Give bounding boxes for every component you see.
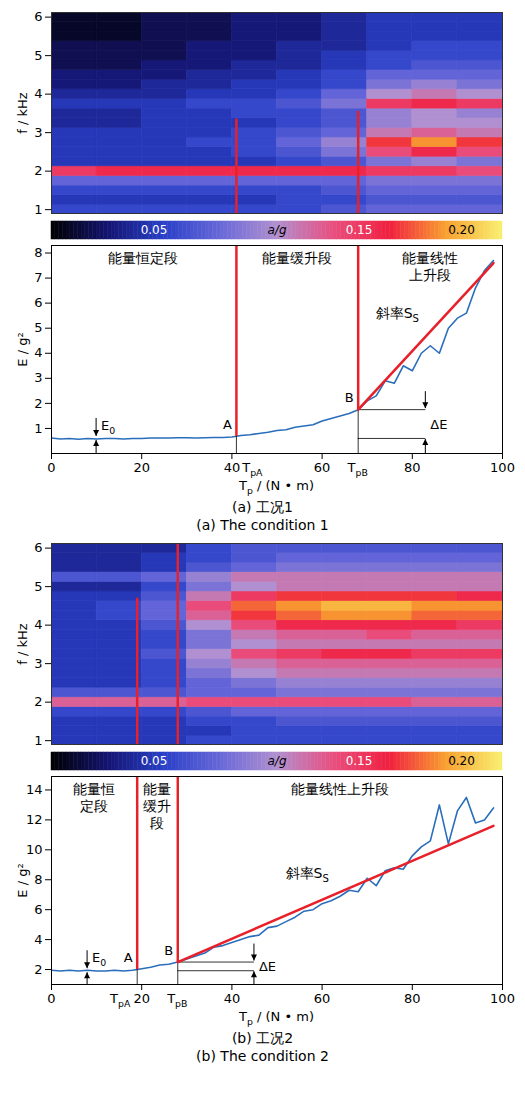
svg-text:斜率SS: 斜率SS <box>286 865 329 884</box>
svg-text:100: 100 <box>490 991 515 1006</box>
svg-text:6: 6 <box>34 902 42 917</box>
svg-text:0.15: 0.15 <box>346 223 373 237</box>
svg-text:60: 60 <box>314 460 331 475</box>
html-text:(a) The condition 1: (a) The condition 1 <box>196 517 329 533</box>
svg-text:80: 80 <box>404 991 421 1006</box>
svg-text:E / g²: E / g² <box>15 863 30 897</box>
svg-text:0.15: 0.15 <box>346 754 373 768</box>
svg-text:4: 4 <box>34 86 42 101</box>
svg-text:能量恒定段: 能量恒定段 <box>108 250 178 266</box>
svg-text:10: 10 <box>26 842 43 857</box>
svg-text:a/g: a/g <box>267 754 286 768</box>
svg-text:0.20: 0.20 <box>448 754 475 768</box>
svg-text:5: 5 <box>34 579 42 594</box>
svg-text:B: B <box>345 390 354 405</box>
svg-text:40: 40 <box>224 991 241 1006</box>
svg-text:12: 12 <box>26 812 43 827</box>
svg-text:斜率SS: 斜率SS <box>376 305 419 324</box>
svg-text:Tp / (N • m): Tp / (N • m) <box>238 1009 314 1027</box>
svg-text:3: 3 <box>34 656 42 671</box>
svg-text:0.20: 0.20 <box>448 223 475 237</box>
svg-text:ΔE: ΔE <box>430 417 447 432</box>
svg-text:3: 3 <box>34 370 42 385</box>
svg-text:能量线性上升段: 能量线性上升段 <box>291 781 389 797</box>
svg-text:4: 4 <box>34 932 42 947</box>
svg-text:能量缓升段: 能量缓升段 <box>262 250 332 266</box>
svg-text:100: 100 <box>490 460 515 475</box>
svg-text:0: 0 <box>47 991 55 1006</box>
svg-text:TpA: TpA <box>241 460 263 478</box>
svg-text:段: 段 <box>150 815 164 831</box>
svg-text:1: 1 <box>34 421 42 436</box>
svg-text:6: 6 <box>34 295 42 310</box>
html-text:(b) The condition 2: (b) The condition 2 <box>196 1048 329 1064</box>
svg-text:TpB: TpB <box>347 460 368 478</box>
svg-text:1: 1 <box>34 202 42 217</box>
svg-text:B: B <box>164 943 173 958</box>
svg-text:2: 2 <box>34 396 42 411</box>
svg-text:A: A <box>124 950 133 965</box>
svg-text:1: 1 <box>34 733 42 748</box>
svg-text:80: 80 <box>404 460 421 475</box>
svg-text:上升段: 上升段 <box>409 267 451 283</box>
svg-text:40: 40 <box>224 460 241 475</box>
svg-text:4: 4 <box>34 617 42 632</box>
svg-text:8: 8 <box>34 872 42 887</box>
svg-text:2: 2 <box>34 694 42 709</box>
html-text:(a) 工况1: (a) 工况1 <box>232 499 293 515</box>
svg-text:f / kHz: f / kHz <box>15 92 30 134</box>
svg-text:5: 5 <box>34 320 42 335</box>
svg-text:E / g²: E / g² <box>15 332 30 366</box>
svg-text:14: 14 <box>26 782 43 797</box>
svg-text:60: 60 <box>314 991 331 1006</box>
svg-text:0.05: 0.05 <box>141 754 168 768</box>
svg-text:6: 6 <box>34 9 42 24</box>
svg-text:0.05: 0.05 <box>141 223 168 237</box>
svg-text:Tp / (N • m): Tp / (N • m) <box>238 478 314 496</box>
svg-text:E0: E0 <box>101 418 115 436</box>
svg-text:0: 0 <box>47 460 55 475</box>
svg-text:缓升: 缓升 <box>143 798 171 814</box>
svg-text:3: 3 <box>34 125 42 140</box>
svg-text:4: 4 <box>34 345 42 360</box>
svg-text:ΔE: ΔE <box>259 959 276 974</box>
svg-text:a/g: a/g <box>267 223 286 237</box>
svg-text:E0: E0 <box>92 950 106 968</box>
svg-text:8: 8 <box>34 245 42 260</box>
svg-text:6: 6 <box>34 540 42 555</box>
svg-text:A: A <box>223 417 232 432</box>
svg-text:20: 20 <box>133 991 150 1006</box>
svg-text:能量线性: 能量线性 <box>402 250 458 266</box>
svg-text:能量: 能量 <box>143 781 171 797</box>
svg-text:能量恒: 能量恒 <box>73 781 115 797</box>
svg-text:5: 5 <box>34 48 42 63</box>
svg-text:7: 7 <box>34 270 42 285</box>
svg-text:2: 2 <box>34 163 42 178</box>
html-text:(b) 工况2: (b) 工况2 <box>231 1030 294 1046</box>
svg-text:20: 20 <box>133 460 150 475</box>
svg-text:f / kHz: f / kHz <box>15 623 30 665</box>
svg-text:TpB: TpB <box>166 991 187 1009</box>
svg-text:2: 2 <box>34 962 42 977</box>
svg-text:TpA: TpA <box>109 991 131 1009</box>
svg-text:定段: 定段 <box>80 798 108 814</box>
